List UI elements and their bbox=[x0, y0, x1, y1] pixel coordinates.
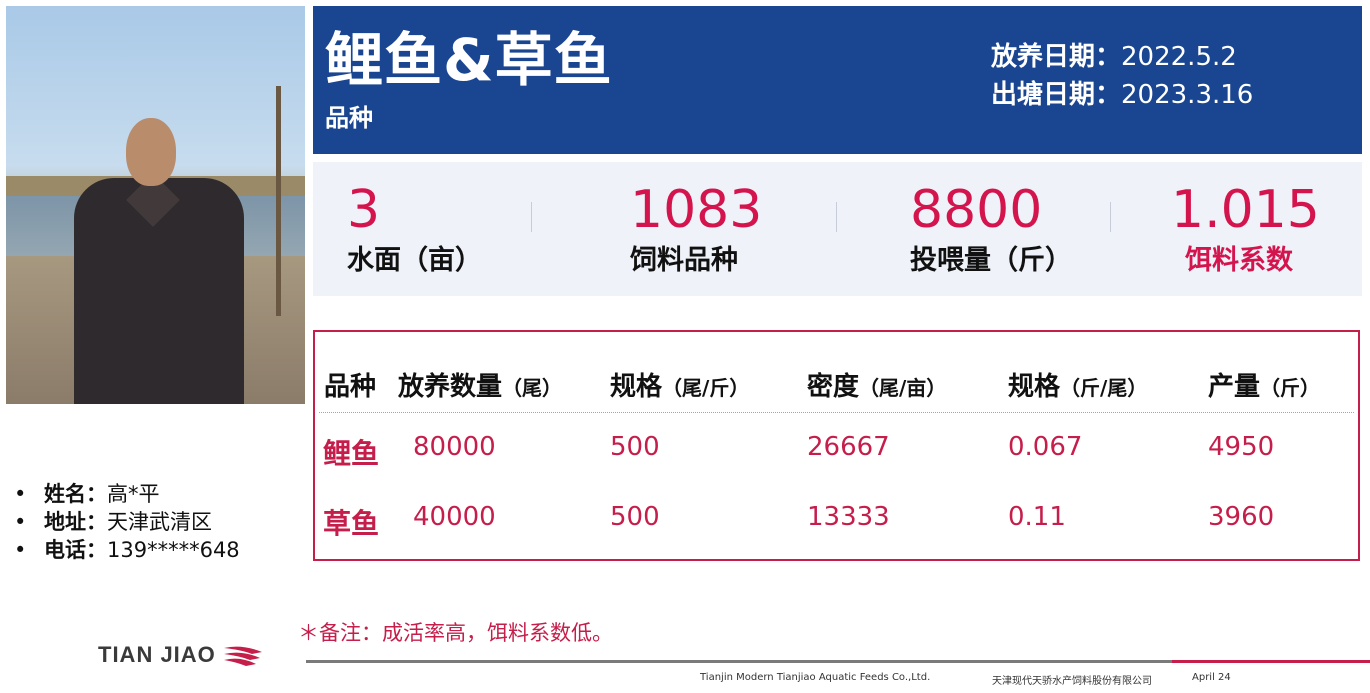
footer-divider bbox=[306, 660, 1172, 663]
stat-divider bbox=[1110, 202, 1111, 232]
footer-date: April 24 bbox=[1192, 672, 1231, 683]
footer-accent-divider bbox=[1172, 660, 1370, 663]
table-cell: 草鱼 bbox=[323, 507, 380, 540]
table-cell: 500 bbox=[610, 502, 660, 532]
stocking-table: 品种 放养数量（尾） 规格（尾/斤） 密度（尾/亩） 规格（斤/尾） 产量（斤）… bbox=[313, 330, 1360, 561]
page-subtitle: 品种 bbox=[325, 104, 373, 132]
company-logo: TIAN JIAO bbox=[98, 639, 264, 671]
stat-feed-amount: 8800 投喂量（斤） bbox=[910, 180, 1072, 276]
fish-logo-icon bbox=[223, 646, 262, 666]
stat-area: 3 水面（亩） bbox=[347, 180, 482, 276]
date-block: 放养日期：2022.5.2 出塘日期：2023.3.16 bbox=[991, 38, 1253, 114]
table-header: 规格（尾/斤） bbox=[610, 372, 750, 402]
info-name: • 姓名：高*平 bbox=[14, 482, 160, 506]
stat-divider bbox=[836, 202, 837, 232]
table-cell: 13333 bbox=[807, 502, 890, 532]
footer-company-en: Tianjin Modern Tianjiao Aquatic Feeds Co… bbox=[700, 672, 931, 683]
table-cell: 0.11 bbox=[1008, 502, 1066, 532]
stats-panel: 3 水面（亩） 1083 饲料品种 8800 投喂量（斤） 1.015 饵料系数 bbox=[313, 162, 1362, 296]
stat-feed-type: 1083 饲料品种 bbox=[630, 180, 763, 276]
table-header: 品种 bbox=[324, 372, 377, 402]
table-cell: 鲤鱼 bbox=[323, 437, 380, 470]
table-cell: 26667 bbox=[807, 432, 890, 462]
table-cell: 4950 bbox=[1208, 432, 1275, 462]
table-cell: 0.067 bbox=[1008, 432, 1083, 462]
harvest-date: 出塘日期：2023.3.16 bbox=[991, 80, 1254, 110]
stat-feed-ratio: 1.015 饵料系数 bbox=[1171, 180, 1320, 276]
table-header: 产量（斤） bbox=[1208, 372, 1321, 402]
page-title: 鲤鱼&草鱼 bbox=[325, 26, 613, 94]
remark-note: ＊备注：成活率高，饵料系数低。 bbox=[298, 621, 613, 645]
table-header: 密度（尾/亩） bbox=[807, 372, 947, 402]
table-header: 规格（斤/尾） bbox=[1008, 372, 1148, 402]
table-cell: 500 bbox=[610, 432, 660, 462]
table-header: 放养数量（尾） bbox=[398, 372, 563, 402]
table-cell: 80000 bbox=[413, 432, 496, 462]
stat-divider bbox=[531, 202, 532, 232]
farmer-info: • 姓名：高*平 • 地址：天津武清区 • 电话：139*****648 bbox=[14, 480, 240, 564]
table-divider bbox=[319, 412, 1354, 413]
footer-company-cn: 天津现代天骄水产饲料股份有限公司 bbox=[992, 676, 1152, 687]
info-phone: • 电话：139*****648 bbox=[14, 538, 240, 562]
header-banner: 鲤鱼&草鱼 品种 放养日期：2022.5.2 出塘日期：2023.3.16 bbox=[313, 6, 1362, 154]
table-cell: 40000 bbox=[413, 502, 496, 532]
farmer-photo bbox=[6, 6, 305, 404]
stock-date: 放养日期：2022.5.2 bbox=[991, 42, 1237, 72]
info-address: • 地址：天津武清区 bbox=[14, 510, 212, 534]
table-cell: 3960 bbox=[1208, 502, 1275, 532]
